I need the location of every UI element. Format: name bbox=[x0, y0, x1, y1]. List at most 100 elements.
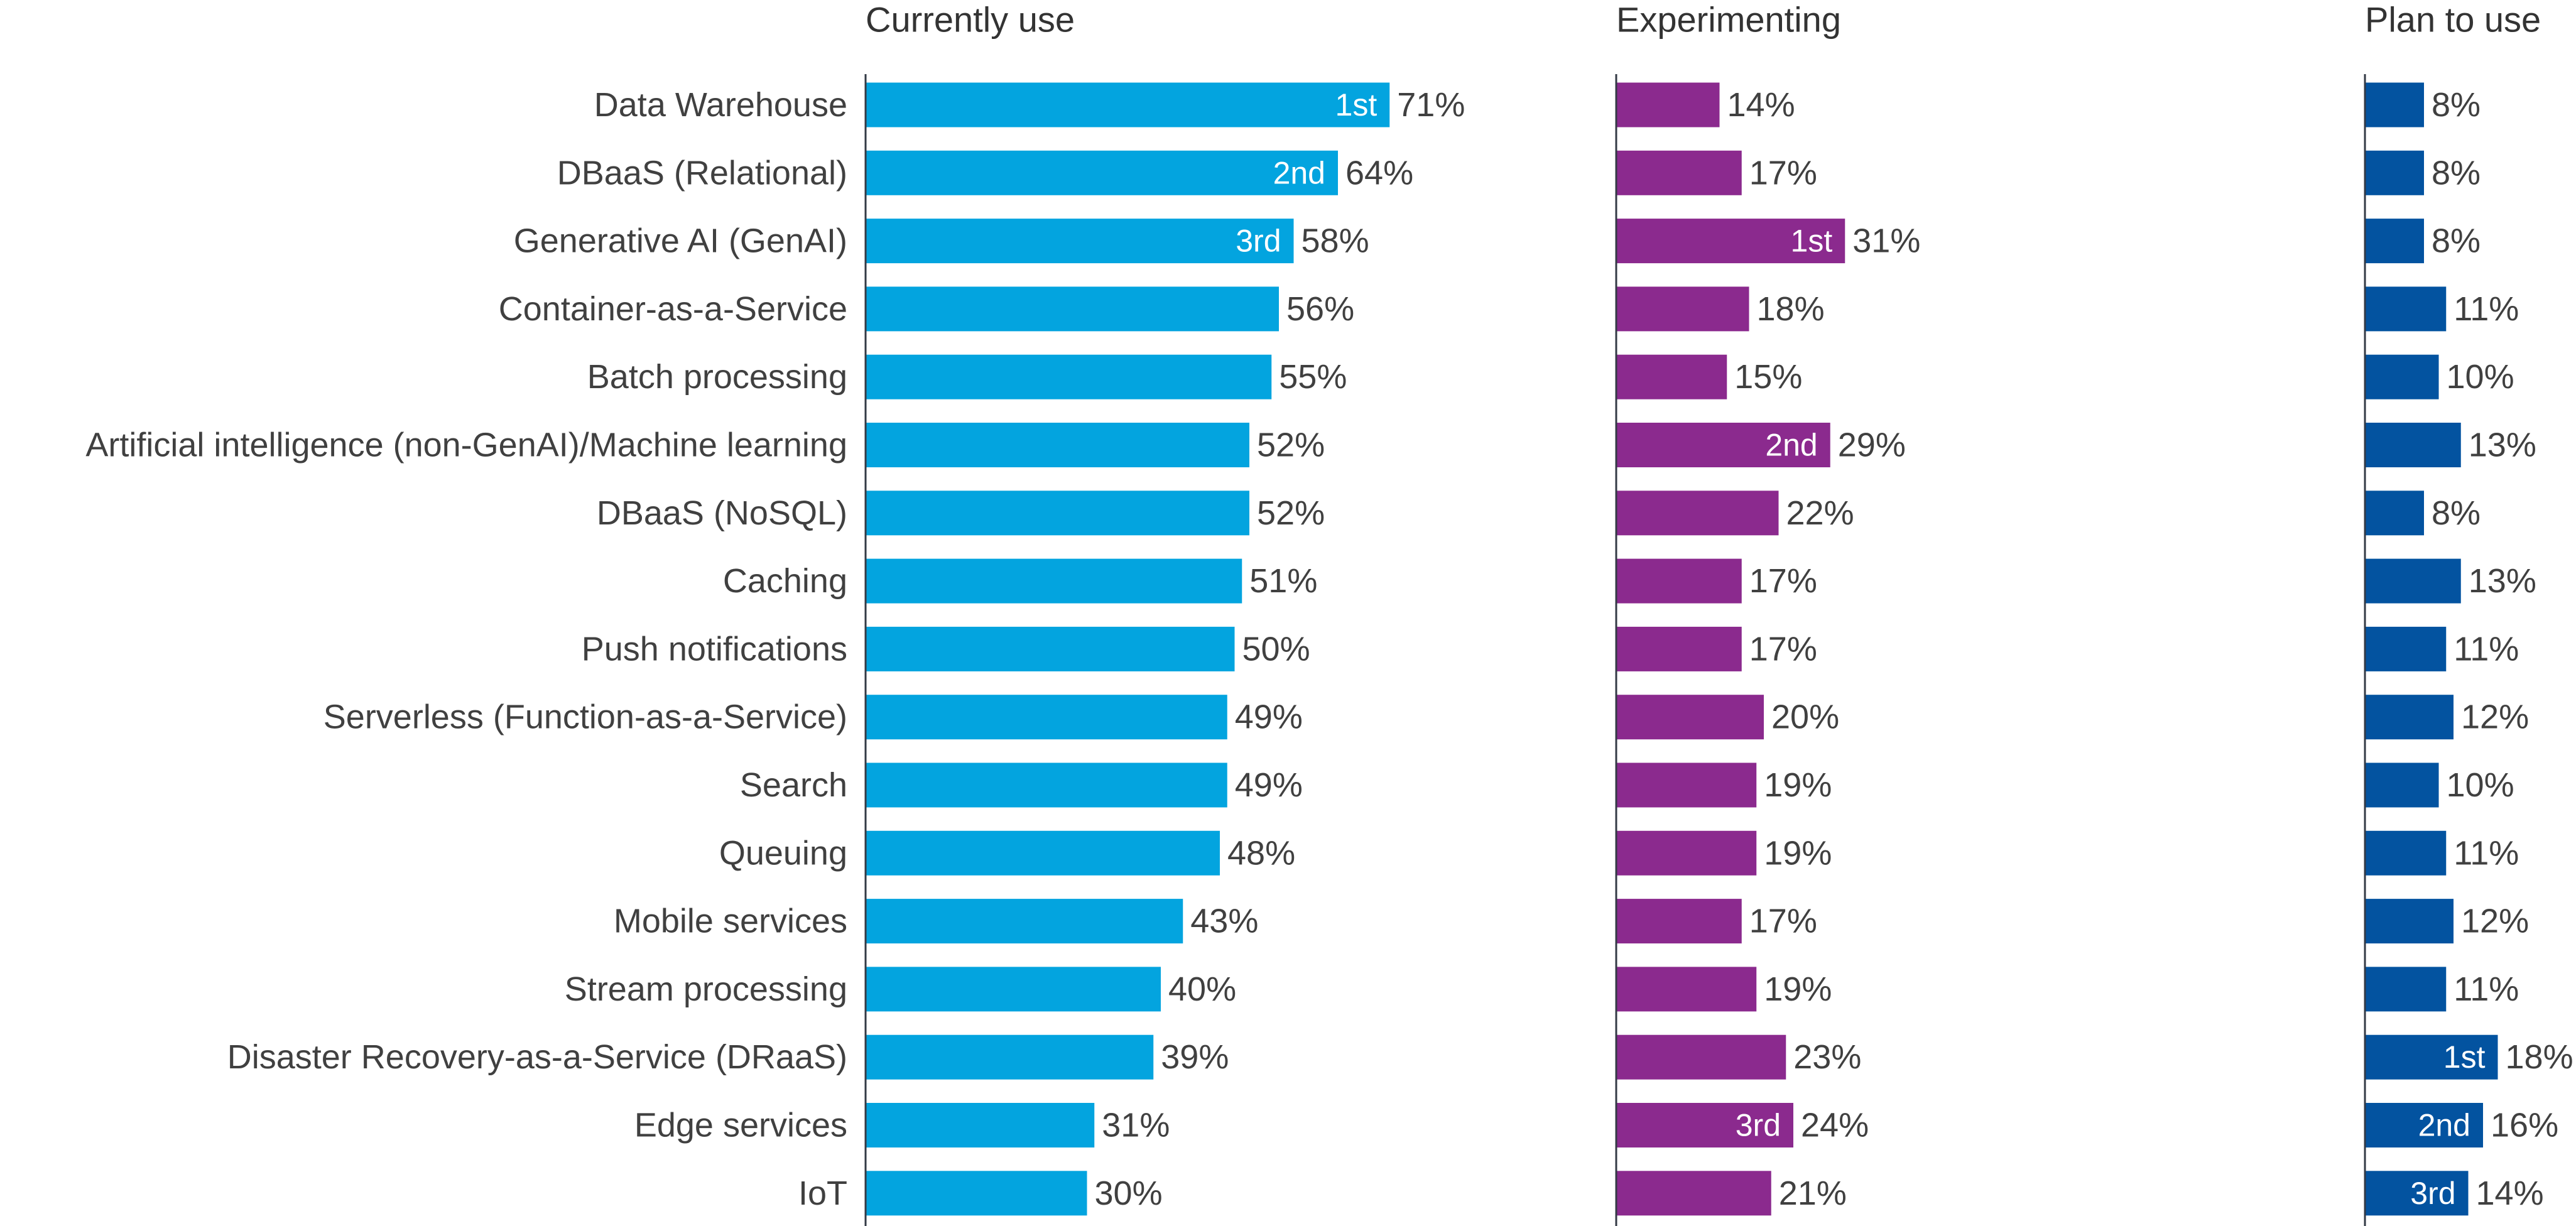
bar bbox=[866, 286, 1279, 332]
value-label: 10% bbox=[2447, 358, 2514, 396]
category-label: Stream processing bbox=[565, 970, 847, 1008]
value-label: 17% bbox=[1749, 630, 1817, 668]
value-label: 13% bbox=[2469, 562, 2536, 600]
bar bbox=[2365, 1034, 2498, 1080]
value-label: 13% bbox=[2469, 426, 2536, 464]
value-label: 48% bbox=[1227, 834, 1295, 872]
rank-label: 2nd bbox=[1765, 428, 1817, 463]
category-label: Queuing bbox=[719, 834, 847, 872]
series-title: Plan to use bbox=[2365, 0, 2541, 40]
bar bbox=[866, 558, 1242, 604]
category-label: Caching bbox=[723, 562, 847, 600]
category-label: Artificial intelligence (non-GenAI)/Mach… bbox=[85, 426, 847, 464]
bar bbox=[2365, 762, 2439, 808]
bar bbox=[866, 1103, 1095, 1147]
bar bbox=[866, 150, 1338, 195]
value-label: 24% bbox=[1801, 1107, 1869, 1144]
bar bbox=[1616, 830, 1757, 876]
bar bbox=[866, 354, 1272, 399]
category-label: Serverless (Function-as-a-Service) bbox=[323, 698, 847, 736]
value-label: 55% bbox=[1279, 358, 1347, 396]
rank-label: 3rd bbox=[2410, 1176, 2455, 1211]
value-label: 12% bbox=[2461, 903, 2529, 940]
value-label: 12% bbox=[2461, 698, 2529, 736]
bar bbox=[2365, 82, 2424, 127]
bar bbox=[1616, 82, 1720, 127]
category-label: Container-as-a-Service bbox=[499, 290, 847, 328]
rank-label: 2nd bbox=[2418, 1108, 2470, 1143]
bar bbox=[1616, 695, 1764, 740]
bar bbox=[1616, 899, 1742, 944]
series-title: Experimenting bbox=[1616, 0, 1841, 40]
category-label: Search bbox=[740, 766, 847, 804]
value-label: 39% bbox=[1161, 1038, 1229, 1076]
value-label: 16% bbox=[2491, 1107, 2558, 1144]
value-label: 23% bbox=[1793, 1038, 1861, 1076]
bar bbox=[866, 967, 1161, 1012]
value-label: 8% bbox=[2432, 494, 2481, 532]
value-label: 11% bbox=[2454, 290, 2519, 328]
value-label: 30% bbox=[1095, 1174, 1163, 1212]
value-label: 15% bbox=[1734, 358, 1802, 396]
value-label: 22% bbox=[1786, 494, 1854, 532]
bar bbox=[1616, 558, 1742, 604]
bar bbox=[866, 695, 1227, 740]
category-label: Push notifications bbox=[582, 630, 847, 668]
rank-label: 1st bbox=[2443, 1039, 2486, 1075]
value-label: 49% bbox=[1235, 698, 1303, 736]
bar bbox=[866, 491, 1249, 536]
rank-label: 1st bbox=[1335, 87, 1378, 122]
value-label: 14% bbox=[2476, 1174, 2544, 1212]
bar bbox=[1616, 762, 1757, 808]
bar bbox=[2365, 558, 2461, 604]
bar bbox=[2365, 286, 2447, 332]
value-label: 8% bbox=[2432, 222, 2481, 260]
bar bbox=[866, 762, 1227, 808]
bar bbox=[1616, 286, 1749, 332]
bar bbox=[1616, 354, 1727, 399]
category-label: Generative AI (GenAI) bbox=[514, 222, 847, 260]
category-label: Mobile services bbox=[614, 903, 847, 940]
value-label: 21% bbox=[1779, 1174, 1847, 1212]
value-label: 58% bbox=[1302, 222, 1369, 260]
bar bbox=[2365, 1103, 2483, 1147]
bar bbox=[1616, 626, 1742, 671]
value-label: 8% bbox=[2432, 86, 2481, 124]
value-label: 40% bbox=[1168, 970, 1236, 1008]
bar bbox=[866, 899, 1183, 944]
rank-label: 3rd bbox=[1236, 224, 1281, 259]
value-label: 18% bbox=[2506, 1038, 2573, 1076]
bar bbox=[2365, 899, 2454, 944]
value-label: 56% bbox=[1286, 290, 1354, 328]
bar bbox=[866, 830, 1220, 876]
bar bbox=[2365, 491, 2424, 536]
bar bbox=[1616, 1171, 1771, 1216]
value-label: 17% bbox=[1749, 903, 1817, 940]
value-label: 64% bbox=[1345, 154, 1413, 192]
bar bbox=[2365, 423, 2461, 467]
bar bbox=[866, 1171, 1087, 1216]
value-label: 19% bbox=[1764, 970, 1832, 1008]
rank-label: 1st bbox=[1791, 224, 1833, 259]
bar bbox=[2365, 219, 2424, 264]
category-label: DBaaS (Relational) bbox=[557, 154, 847, 192]
bar bbox=[1616, 219, 1845, 264]
value-label: 17% bbox=[1749, 562, 1817, 600]
value-label: 18% bbox=[1757, 290, 1825, 328]
value-label: 49% bbox=[1235, 766, 1303, 804]
category-label: Edge services bbox=[634, 1107, 847, 1144]
category-label: Data Warehouse bbox=[594, 86, 847, 124]
value-label: 19% bbox=[1764, 766, 1832, 804]
bar bbox=[866, 423, 1249, 467]
value-label: 52% bbox=[1257, 426, 1325, 464]
bar bbox=[866, 219, 1294, 264]
bar bbox=[2365, 626, 2447, 671]
value-label: 51% bbox=[1249, 562, 1317, 600]
bar bbox=[2365, 695, 2454, 740]
value-label: 31% bbox=[1102, 1107, 1170, 1144]
value-label: 50% bbox=[1242, 630, 1310, 668]
bar bbox=[866, 626, 1235, 671]
value-label: 11% bbox=[2454, 970, 2519, 1008]
bar bbox=[1616, 423, 1830, 467]
bar bbox=[1616, 967, 1757, 1012]
